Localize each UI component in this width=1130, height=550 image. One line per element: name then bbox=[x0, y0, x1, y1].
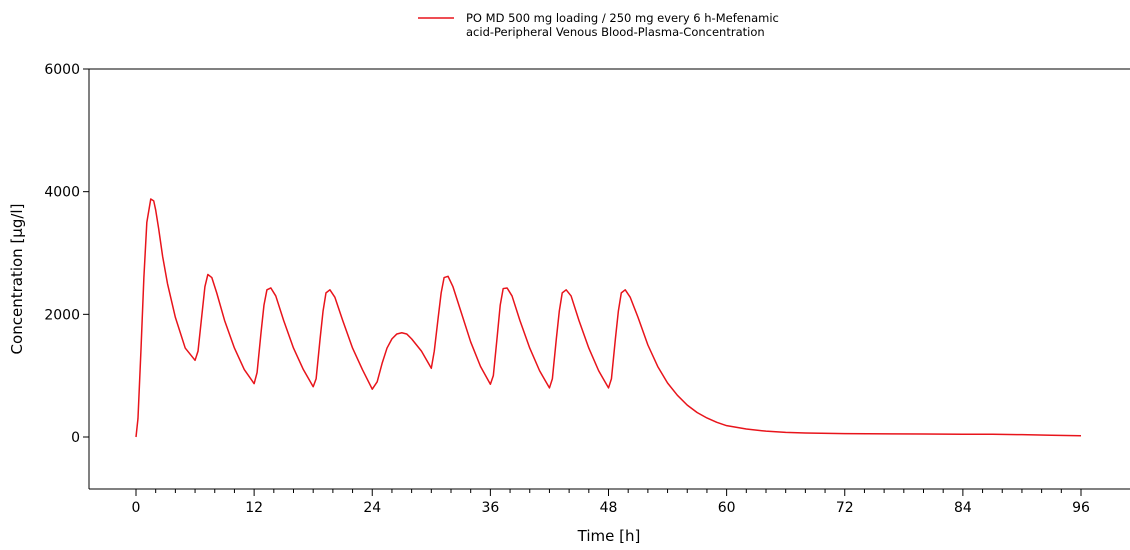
x-tick-label: 60 bbox=[718, 500, 736, 516]
x-tick-label: 48 bbox=[600, 500, 618, 516]
plot-area: 0 12 24 36 48 60 72 84 96 0 2000 4000 6000 bbox=[44, 62, 1130, 516]
x-tick-label: 0 bbox=[132, 500, 141, 516]
x-tick-label: 24 bbox=[363, 500, 381, 516]
y-tick-label: 0 bbox=[71, 430, 80, 446]
x-axis-title: Time [h] bbox=[577, 527, 641, 545]
x-tick-label: 84 bbox=[954, 500, 972, 516]
y-tick-label: 2000 bbox=[44, 307, 80, 323]
x-ticks: 0 12 24 36 48 60 72 84 96 bbox=[132, 489, 1090, 516]
x-tick-label: 96 bbox=[1072, 500, 1090, 516]
legend-label: PO MD 500 mg loading / 250 mg every 6 h-… bbox=[466, 11, 783, 39]
y-axis-title: Concentration [µg/l] bbox=[8, 204, 26, 355]
x-tick-label: 36 bbox=[481, 500, 499, 516]
legend: PO MD 500 mg loading / 250 mg every 6 h-… bbox=[418, 11, 783, 39]
y-tick-label: 4000 bbox=[44, 185, 80, 201]
y-ticks: 0 2000 4000 6000 bbox=[44, 62, 89, 446]
series-line bbox=[135, 198, 1082, 438]
y-tick-label: 6000 bbox=[44, 62, 80, 78]
legend-label-line1: PO MD 500 mg loading / 250 mg every 6 h-… bbox=[466, 11, 779, 25]
legend-label-line2: acid-Peripheral Venous Blood-Plasma-Conc… bbox=[466, 25, 765, 39]
x-tick-label: 72 bbox=[836, 500, 854, 516]
x-tick-label: 12 bbox=[245, 500, 263, 516]
